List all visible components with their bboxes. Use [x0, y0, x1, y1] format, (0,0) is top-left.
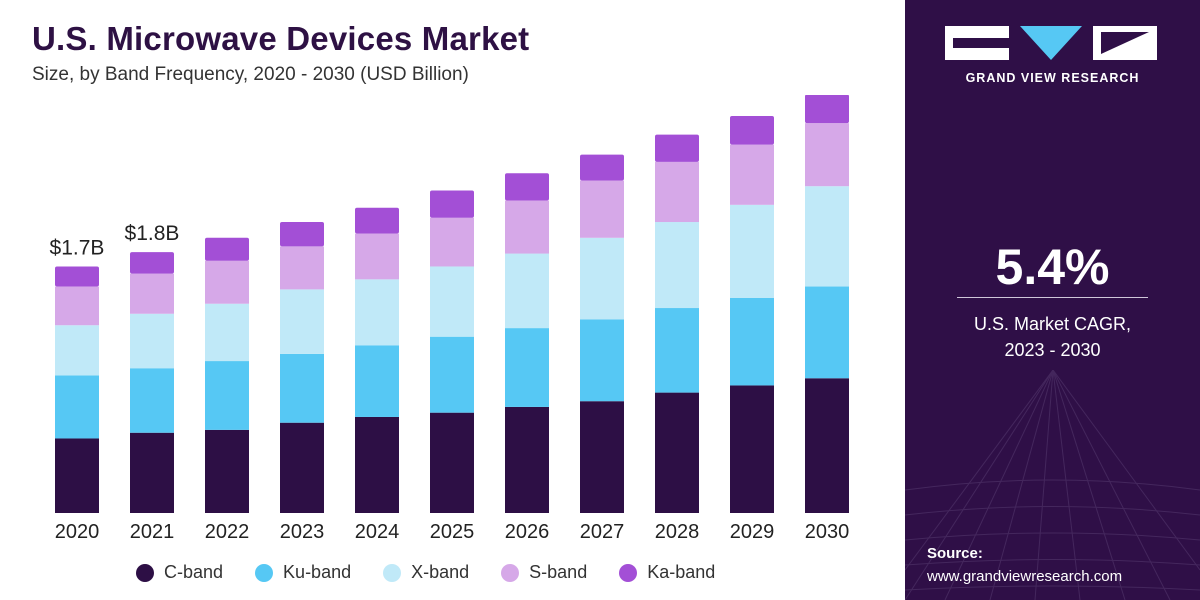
bar-segment-x-band-2029: [730, 204, 774, 298]
bar-segment-x-band-2020: [55, 325, 99, 376]
bar-segment-ku-band-2024: [355, 345, 399, 417]
bar-segment-ku-band-2022: [205, 361, 249, 430]
bar-segment-s-band-2027: [580, 180, 624, 238]
perspective-grid-decoration: [905, 370, 1200, 600]
x-tick-label-2020: 2020: [55, 521, 100, 543]
legend-swatch-c-band: [136, 563, 154, 582]
bar-segment-ka-band-2029: [730, 115, 774, 145]
bar-segment-c-band-2028: [655, 392, 699, 513]
legend-item-x-band: X-band: [383, 562, 469, 583]
bar-segment-c-band-2027: [580, 401, 624, 513]
bar-segment-s-band-2020: [55, 286, 99, 326]
cagr-label: U.S. Market CAGR, 2023 - 2030: [905, 311, 1200, 363]
bar-segment-s-band-2025: [430, 217, 474, 267]
bar-segment-ku-band-2027: [580, 319, 624, 402]
bar-segment-ka-band-2026: [505, 173, 549, 201]
x-tick-label-2026: 2026: [505, 521, 550, 543]
legend-label-x-band: X-band: [411, 562, 470, 582]
legend-swatch-s-band: [501, 563, 520, 582]
bar-segment-ka-band-2022: [205, 237, 249, 261]
bar-segment-ku-band-2025: [430, 336, 474, 413]
bar-segment-ka-band-2025: [430, 190, 474, 218]
bar-segment-s-band-2021: [130, 273, 174, 314]
bar-segment-s-band-2030: [805, 123, 849, 187]
bar-segment-ku-band-2023: [280, 353, 324, 423]
x-tick-label-2021: 2021: [130, 521, 175, 543]
legend-swatch-ka-band: [619, 563, 638, 582]
bar-segment-x-band-2023: [280, 289, 324, 354]
bar-segment-x-band-2026: [505, 253, 549, 329]
info-panel: GRAND VIEW RESEARCH 5.4% U.S. Market CAG…: [905, 0, 1200, 600]
bar-segment-ka-band-2023: [280, 222, 324, 247]
legend-label-c-band: C-band: [164, 562, 224, 582]
legend-swatch-x-band: [383, 563, 402, 582]
cagr-label-line2: 2023 - 2030: [1004, 340, 1101, 360]
x-tick-label-2027: 2027: [580, 521, 625, 543]
legend-swatch-ku-band: [255, 563, 274, 582]
legend-item-s-band: S-band: [501, 562, 587, 583]
x-tick-label-2025: 2025: [430, 521, 475, 543]
bar-segment-ka-band-2028: [655, 134, 699, 162]
x-tick-label-2022: 2022: [205, 521, 250, 543]
data-label-2020: $1.7B: [50, 236, 105, 259]
bar-segment-c-band-2024: [355, 416, 399, 513]
bar-segment-c-band-2026: [505, 406, 549, 513]
bar-segment-ka-band-2030: [805, 95, 849, 124]
x-tick-label-2029: 2029: [730, 521, 775, 543]
bar-segment-x-band-2022: [205, 303, 249, 362]
cagr-value: 5.4%: [995, 239, 1110, 295]
bar-segment-c-band-2029: [730, 385, 774, 513]
chart-legend: C-band Ku-band X-band S-band Ka-band: [136, 562, 715, 583]
bar-segment-ku-band-2028: [655, 308, 699, 393]
bar-segment-x-band-2028: [655, 222, 699, 309]
bar-segment-c-band-2025: [430, 412, 474, 513]
bar-segment-s-band-2028: [655, 161, 699, 223]
bar-segment-c-band-2022: [205, 429, 249, 513]
bar-segment-c-band-2023: [280, 422, 324, 513]
chart-panel: U.S. Microwave Devices Market Size, by B…: [32, 20, 850, 583]
bar-segment-ka-band-2024: [355, 207, 399, 234]
bar-segment-s-band-2029: [730, 144, 774, 205]
bar-segment-ku-band-2029: [730, 298, 774, 386]
bar-segment-ka-band-2021: [130, 252, 174, 274]
bar-segment-x-band-2030: [805, 186, 849, 287]
data-label-2021: $1.8B: [125, 222, 180, 245]
chart-subtitle: Size, by Band Frequency, 2020 - 2030 (US…: [32, 64, 469, 85]
chart-title: U.S. Microwave Devices Market: [32, 20, 530, 57]
bar-segment-ku-band-2026: [505, 328, 549, 407]
bar-segment-ku-band-2021: [130, 368, 174, 433]
bar-segment-ka-band-2020: [55, 266, 99, 287]
legend-item-ku-band: Ku-band: [255, 562, 351, 583]
bar-segment-ku-band-2030: [805, 286, 849, 379]
stacked-bar-chart: $1.7B 2020 $1.8B 2021 2022 2023 2024 2025 2026 20…: [50, 95, 850, 543]
bar-segment-c-band-2020: [55, 438, 99, 513]
bar-segment-x-band-2027: [580, 237, 624, 320]
legend-item-c-band: C-band: [136, 562, 223, 583]
bar-segment-ka-band-2027: [580, 154, 624, 181]
bar-segment-s-band-2024: [355, 233, 399, 280]
bar-segment-ku-band-2020: [55, 375, 99, 439]
bar-segment-c-band-2021: [130, 432, 174, 513]
x-tick-label-2028: 2028: [655, 521, 700, 543]
source-label: Source:: [927, 545, 983, 562]
bar-segment-x-band-2021: [130, 313, 174, 369]
brand-name: GRAND VIEW RESEARCH: [965, 71, 1140, 85]
legend-item-ka-band: Ka-band: [619, 562, 715, 583]
source-link[interactable]: www.grandviewresearch.com: [927, 568, 1123, 585]
x-tick-label-2024: 2024: [355, 521, 400, 543]
bar-segment-s-band-2022: [205, 260, 249, 304]
cagr-label-line1: U.S. Market CAGR,: [973, 314, 1132, 334]
grand-view-research-logo: [945, 26, 1157, 60]
cagr-divider: [957, 297, 1148, 298]
bar-segment-x-band-2024: [355, 279, 399, 346]
x-tick-label-2023: 2023: [280, 521, 325, 543]
legend-label-s-band: S-band: [529, 562, 588, 582]
bar-segment-x-band-2025: [430, 266, 474, 337]
x-tick-label-2030: 2030: [805, 521, 850, 543]
bar-segment-s-band-2026: [505, 200, 549, 254]
bar-segment-c-band-2030: [805, 378, 849, 513]
legend-label-ka-band: Ka-band: [647, 562, 716, 582]
legend-label-ku-band: Ku-band: [283, 562, 352, 582]
bar-segment-s-band-2023: [280, 246, 324, 290]
